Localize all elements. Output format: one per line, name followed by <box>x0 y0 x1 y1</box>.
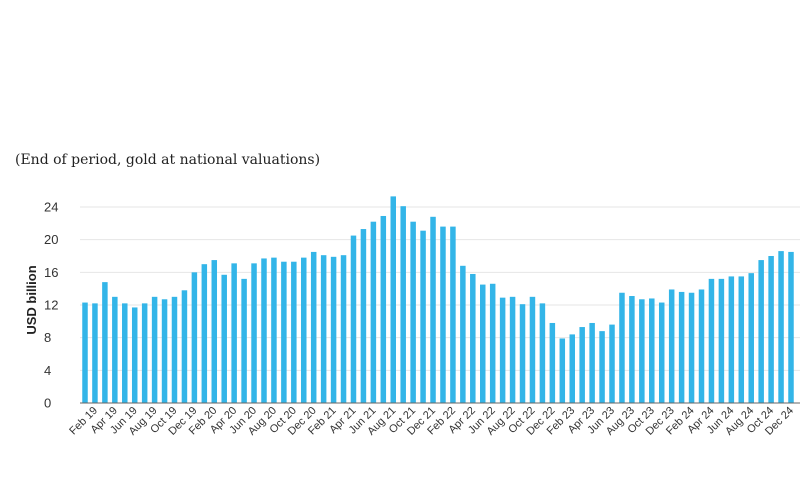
bar <box>698 289 705 403</box>
bar <box>649 298 655 403</box>
bar <box>370 221 377 403</box>
y-axis-ticks: 0 4 8 12 16 20 24 <box>44 200 58 411</box>
y-tick-label: 8 <box>44 330 51 345</box>
bar <box>221 274 227 403</box>
bar <box>211 260 218 403</box>
bar <box>291 261 297 403</box>
bar <box>668 289 675 403</box>
bar <box>688 292 695 403</box>
bar <box>112 296 118 403</box>
bar <box>151 296 158 403</box>
bar <box>619 292 625 403</box>
bar <box>400 206 406 403</box>
bar <box>310 251 317 403</box>
bar <box>82 302 88 403</box>
bar <box>450 226 456 403</box>
bar <box>102 282 108 403</box>
bar <box>470 273 476 403</box>
bar <box>579 327 585 403</box>
bar <box>678 291 685 403</box>
bar <box>599 331 605 403</box>
bar <box>509 296 516 403</box>
bar <box>778 251 784 403</box>
bar <box>569 334 575 403</box>
bar <box>410 221 416 403</box>
bar <box>758 260 764 403</box>
bar <box>718 278 725 403</box>
bar <box>92 303 98 403</box>
y-tick-label: 12 <box>44 298 58 313</box>
y-axis-label: USD billion <box>24 265 39 334</box>
bar <box>529 296 536 403</box>
bar <box>340 255 347 403</box>
bars <box>82 196 794 403</box>
bar <box>728 276 735 403</box>
bar <box>191 272 198 403</box>
bar <box>141 303 148 403</box>
bar <box>390 196 396 403</box>
bar <box>251 263 257 403</box>
bar <box>350 235 357 403</box>
bar <box>539 303 546 403</box>
bar <box>609 324 615 403</box>
bar <box>559 338 566 403</box>
bar <box>738 276 745 403</box>
bar <box>241 278 247 403</box>
bar <box>460 265 466 403</box>
bar <box>281 261 287 403</box>
bar <box>261 258 267 403</box>
bar <box>301 257 307 403</box>
bar <box>748 273 754 403</box>
y-tick-label: 16 <box>44 265 58 280</box>
bar <box>480 284 486 403</box>
bar <box>768 256 774 403</box>
bar <box>161 299 168 403</box>
bar <box>639 299 645 403</box>
y-tick-label: 4 <box>44 363 51 378</box>
bar <box>360 229 367 403</box>
bar <box>380 215 387 403</box>
bar <box>499 297 506 403</box>
bar <box>589 322 595 403</box>
bar <box>430 216 436 403</box>
bar <box>489 283 496 403</box>
bar <box>231 263 237 403</box>
bar <box>181 290 188 403</box>
bar <box>122 303 128 403</box>
bar <box>271 257 277 403</box>
bar <box>320 255 327 403</box>
y-tick-label: 20 <box>44 232 58 247</box>
bar <box>440 226 446 403</box>
y-tick-label: 24 <box>44 200 58 215</box>
bar <box>171 296 178 403</box>
bar <box>330 256 337 403</box>
bar <box>549 322 556 403</box>
bar <box>658 302 665 403</box>
bar <box>708 278 715 403</box>
bar <box>629 296 635 403</box>
bar <box>519 304 526 403</box>
chart-subtitle: (End of period, gold at national valuati… <box>15 152 321 168</box>
y-tick-label: 0 <box>44 396 51 411</box>
bar <box>131 307 138 403</box>
bar <box>420 230 426 403</box>
bar <box>788 251 794 403</box>
bar <box>201 264 208 403</box>
